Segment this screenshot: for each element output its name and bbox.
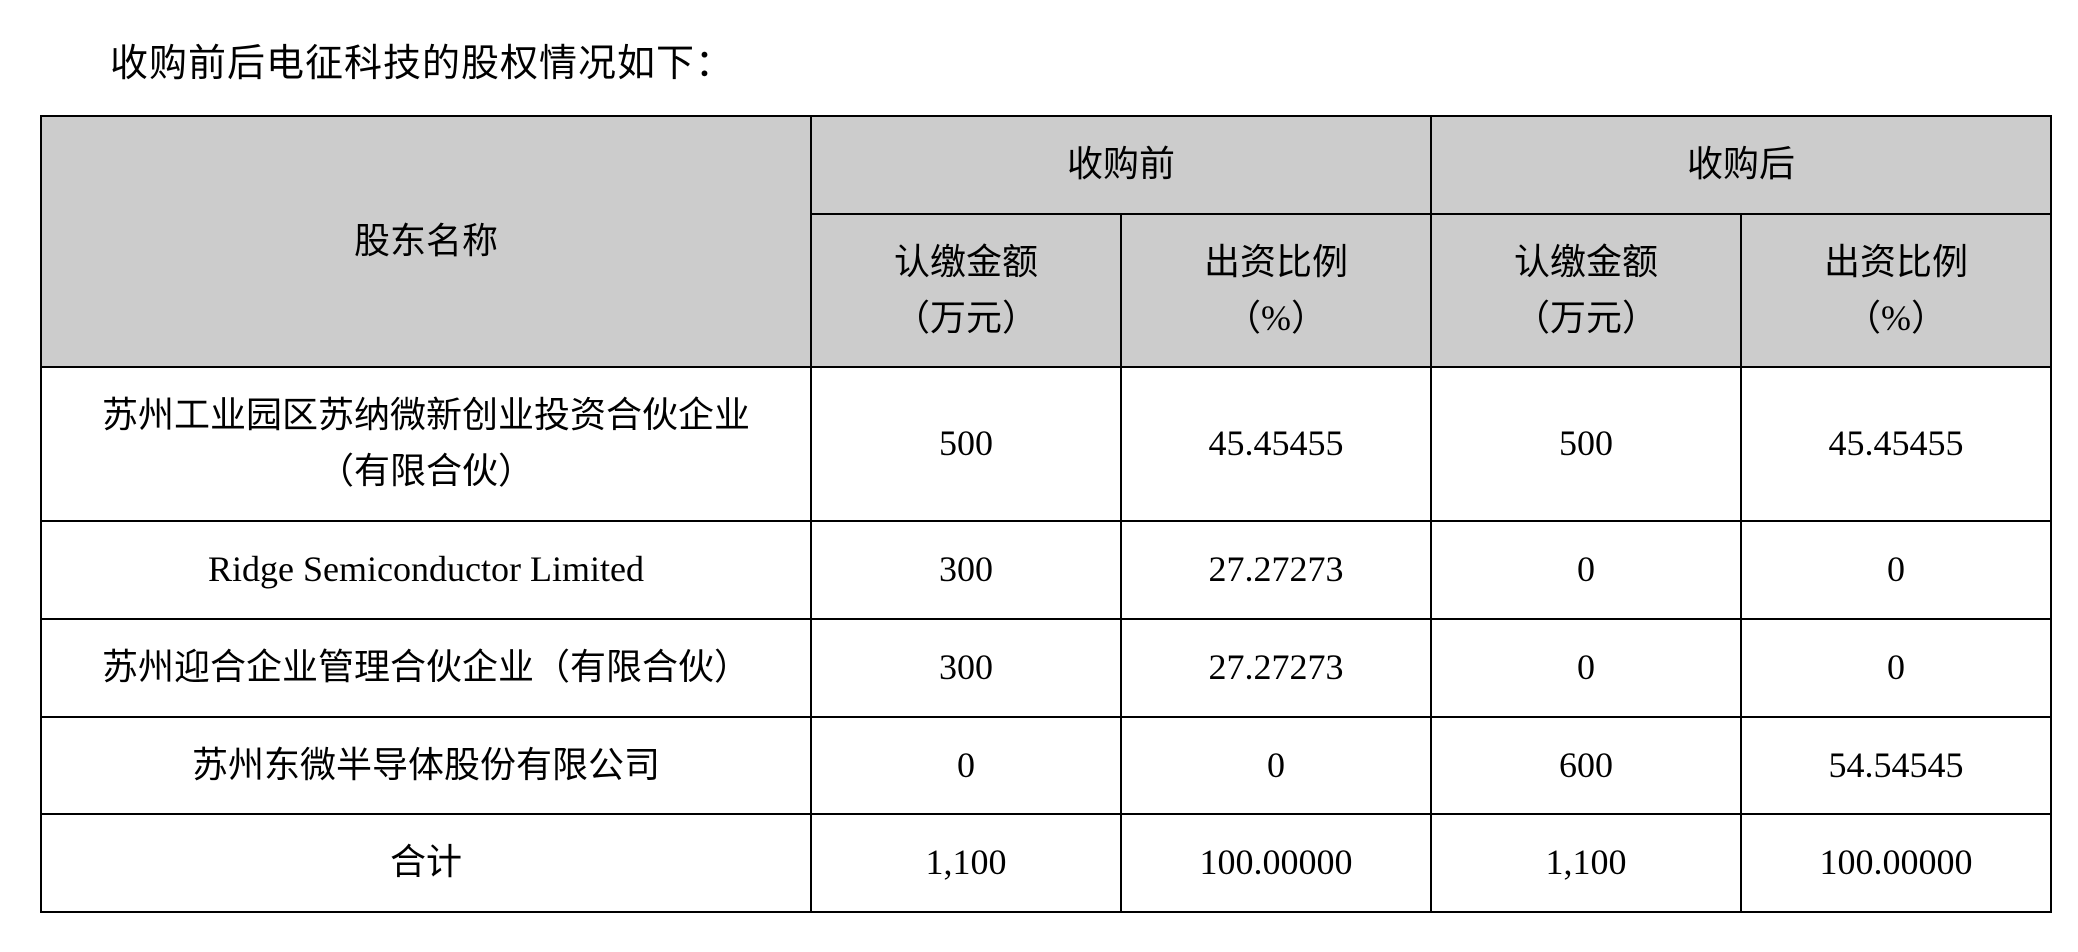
cell-before-amount: 300 [811, 619, 1121, 717]
cell-after-amount: 1,100 [1431, 814, 1741, 912]
header-ratio-l1: 出资比例 [1204, 242, 1348, 282]
cell-after-ratio: 0 [1741, 619, 2051, 717]
header-after: 收购后 [1431, 116, 2051, 214]
cell-before-amount: 1,100 [811, 814, 1121, 912]
cell-before-ratio: 27.27273 [1121, 521, 1431, 619]
header-ratio-l2: （%） [1225, 298, 1327, 338]
name-line-1: 苏州工业园区苏纳微新创业投资合伙企业 [102, 395, 750, 435]
header-before-ratio: 出资比例 （%） [1121, 214, 1431, 368]
name-line-2: （有限合伙） [318, 451, 534, 491]
cell-after-amount: 600 [1431, 717, 1741, 815]
cell-after-ratio: 0 [1741, 521, 2051, 619]
header-after-amount: 认缴金额 （万元） [1431, 214, 1741, 368]
table-row: 苏州工业园区苏纳微新创业投资合伙企业 （有限合伙） 500 45.45455 5… [41, 367, 2051, 521]
cell-after-ratio: 54.54545 [1741, 717, 2051, 815]
cell-before-amount: 0 [811, 717, 1121, 815]
cell-before-ratio: 45.45455 [1121, 367, 1431, 521]
header-ratio-l2: （%） [1845, 298, 1947, 338]
table-row: Ridge Semiconductor Limited 300 27.27273… [41, 521, 2051, 619]
header-row-1: 股东名称 收购前 收购后 [41, 116, 2051, 214]
cell-shareholder-name: 苏州迎合企业管理合伙企业（有限合伙） [41, 619, 811, 717]
cell-shareholder-name: Ridge Semiconductor Limited [41, 521, 811, 619]
header-amount-l2: （万元） [894, 298, 1038, 338]
header-before: 收购前 [811, 116, 1431, 214]
table-caption: 收购前后电征科技的股权情况如下： [110, 32, 2038, 87]
cell-before-amount: 500 [811, 367, 1121, 521]
table-row: 苏州迎合企业管理合伙企业（有限合伙） 300 27.27273 0 0 [41, 619, 2051, 717]
equity-table: 股东名称 收购前 收购后 认缴金额 （万元） 出资比例 （%） 认缴金额 （万元… [40, 115, 2052, 913]
cell-after-amount: 500 [1431, 367, 1741, 521]
cell-shareholder-name: 苏州工业园区苏纳微新创业投资合伙企业 （有限合伙） [41, 367, 811, 521]
cell-before-ratio: 0 [1121, 717, 1431, 815]
cell-after-amount: 0 [1431, 521, 1741, 619]
cell-shareholder-name: 苏州东微半导体股份有限公司 [41, 717, 811, 815]
cell-before-ratio: 27.27273 [1121, 619, 1431, 717]
header-amount-l2: （万元） [1514, 298, 1658, 338]
table-row: 苏州东微半导体股份有限公司 0 0 600 54.54545 [41, 717, 2051, 815]
header-amount-l1: 认缴金额 [894, 242, 1038, 282]
cell-before-ratio: 100.00000 [1121, 814, 1431, 912]
header-ratio-l1: 出资比例 [1824, 242, 1968, 282]
table-row-total: 合计 1,100 100.00000 1,100 100.00000 [41, 814, 2051, 912]
table-header: 股东名称 收购前 收购后 认缴金额 （万元） 出资比例 （%） 认缴金额 （万元… [41, 116, 2051, 367]
cell-after-amount: 0 [1431, 619, 1741, 717]
cell-after-ratio: 45.45455 [1741, 367, 2051, 521]
header-before-amount: 认缴金额 （万元） [811, 214, 1121, 368]
table-body: 苏州工业园区苏纳微新创业投资合伙企业 （有限合伙） 500 45.45455 5… [41, 367, 2051, 912]
cell-total-label: 合计 [41, 814, 811, 912]
cell-after-ratio: 100.00000 [1741, 814, 2051, 912]
page-container: 收购前后电征科技的股权情况如下： 股东名称 收购前 收购后 认缴金额 （万元） … [0, 0, 2078, 952]
header-after-ratio: 出资比例 （%） [1741, 214, 2051, 368]
header-amount-l1: 认缴金额 [1514, 242, 1658, 282]
header-shareholder: 股东名称 [41, 116, 811, 367]
cell-before-amount: 300 [811, 521, 1121, 619]
